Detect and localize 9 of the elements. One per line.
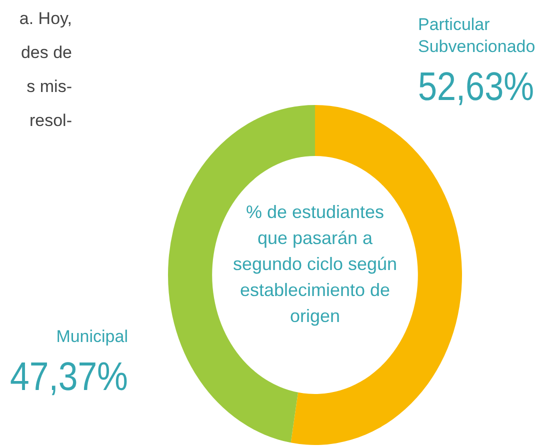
text: resol- [29,111,72,130]
data-label: 47,37% [10,355,146,399]
slice-label: Particular Subvencionado [418,15,536,56]
text: % de estudiantes que pasarán a segundo ciclo según establecimiento de origen [232,202,398,326]
data-label: 52,63% [418,65,552,109]
text: a. Hoy, [19,9,72,28]
text: s mis- [26,77,72,96]
text: des de [20,43,72,62]
slice-label: Municipal [56,327,128,346]
